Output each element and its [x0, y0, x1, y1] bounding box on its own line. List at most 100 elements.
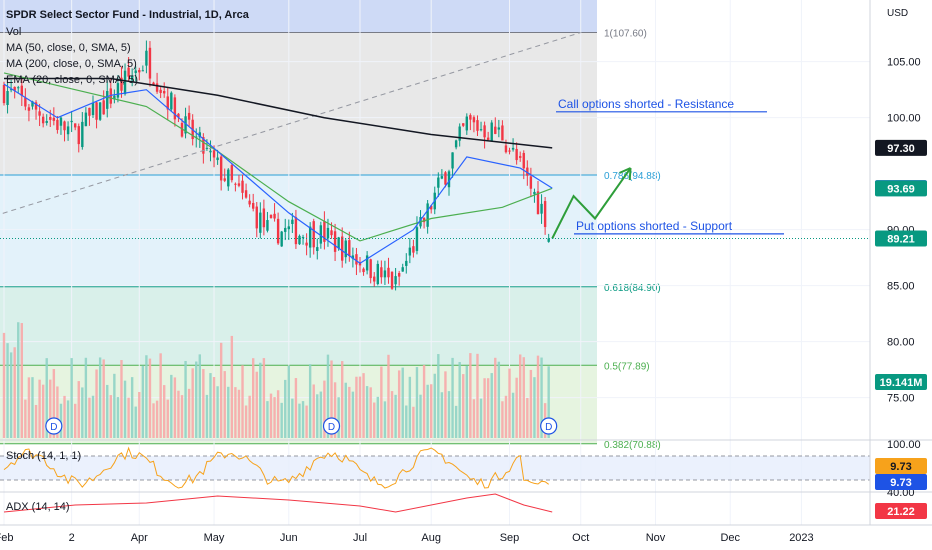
candle-body: [454, 140, 458, 148]
volume-bar: [405, 405, 408, 438]
volume-bar: [13, 347, 16, 438]
volume-bar: [383, 401, 387, 438]
candle-body: [230, 165, 234, 181]
volume-bar: [373, 402, 376, 438]
volume-bar: [330, 360, 333, 438]
volume-bar: [511, 392, 515, 438]
volume-bar: [454, 405, 458, 438]
volume-bar: [52, 369, 56, 438]
volume-bar: [180, 395, 184, 438]
candle-body: [148, 47, 152, 79]
time-tick: Jun: [280, 532, 298, 544]
candle-body: [106, 90, 109, 109]
candle-body: [259, 212, 262, 233]
candle-body: [355, 254, 358, 265]
candle-body: [109, 88, 112, 104]
time-tick: Nov: [646, 532, 666, 544]
volume-bar: [120, 360, 123, 438]
time-tick: Oct: [572, 532, 589, 544]
volume-bar: [195, 361, 198, 438]
time-axis[interactable]: Feb 2 Apr May Jun Jul Aug Sep Oct Nov Dec 2023: [0, 532, 814, 544]
volume-bar: [536, 355, 540, 438]
annotation-text: Call options shorted - Resistance: [558, 97, 734, 111]
time-tick: 2: [69, 532, 75, 544]
volume-bar: [20, 323, 23, 438]
volume-bar: [501, 401, 504, 438]
volume-bar: [387, 354, 390, 438]
volume-bar: [177, 390, 180, 438]
volume-bar: [216, 386, 219, 438]
volume-bar: [184, 360, 187, 438]
candle-body: [462, 123, 465, 126]
candle-body: [81, 121, 84, 148]
candle-body: [341, 236, 344, 261]
candle-body: [34, 102, 38, 110]
candle-body: [444, 172, 447, 185]
candle-body: [486, 137, 490, 140]
candle-body: [13, 86, 16, 91]
candle-body: [41, 116, 45, 124]
volume-bar: [98, 357, 102, 438]
candles[interactable]: [2, 40, 550, 291]
volume-bar: [266, 401, 269, 438]
volume-bar: [508, 368, 511, 438]
volume-bar: [252, 358, 255, 438]
candle-body: [501, 125, 504, 141]
annotations[interactable]: Call options shorted - Resistance Put opt…: [45, 97, 784, 435]
annotation-text: Put options shorted - Support: [576, 219, 733, 233]
volume-bar: [166, 399, 169, 438]
volume-bar: [486, 378, 490, 438]
candle-body: [77, 126, 80, 145]
volume-bar: [31, 377, 34, 438]
candle-body: [252, 202, 255, 209]
volume-bar: [430, 384, 433, 438]
candle-body: [383, 270, 387, 278]
price-tick: 85.00: [887, 281, 915, 293]
volume-bar: [152, 403, 155, 438]
volume-bar: [447, 391, 451, 438]
candle-body: [84, 112, 88, 127]
price-axis[interactable]: USD105.00100.0090.0085.0080.0075.00100.0…: [869, 0, 927, 525]
candle-body: [127, 67, 130, 77]
volume-bar: [66, 400, 70, 438]
dividend-label: D: [545, 422, 552, 433]
volume-bar: [433, 373, 436, 438]
price-badge: [875, 180, 927, 197]
candle-body: [437, 177, 440, 188]
candle-body: [337, 237, 340, 249]
price-badge-text: 97.30: [887, 143, 915, 155]
volume-bar: [469, 353, 472, 438]
stoch-badge-text: 9.73: [890, 461, 911, 473]
adx-pane: [0, 491, 932, 526]
ma200-label: MA (200, close, 0, SMA, 5): [6, 58, 137, 70]
volume-bar: [273, 397, 276, 438]
candle-body: [479, 129, 483, 131]
volume-bar: [187, 388, 191, 438]
volume-bar: [365, 386, 369, 438]
volume-bar: [209, 373, 212, 438]
candle-body: [362, 268, 365, 273]
volume-bar: [24, 399, 27, 438]
candle-body: [74, 123, 77, 128]
candle-body: [45, 121, 48, 123]
candle-body: [52, 117, 56, 121]
stoch-band: [0, 456, 870, 480]
volume-bar: [451, 357, 454, 438]
dividend-label: D: [328, 422, 335, 433]
adx-line: [3, 493, 553, 513]
volume-bar: [401, 367, 404, 438]
candle-body: [27, 107, 31, 111]
fib-label: 0.618(84.90): [604, 283, 661, 294]
volume-bar: [298, 403, 301, 438]
candle-body: [269, 214, 273, 218]
candle-body: [426, 203, 429, 227]
adx-label: ADX (14, 14): [6, 501, 70, 513]
candle-body: [533, 191, 536, 195]
volume-bar: [394, 394, 397, 438]
volume-bar: [522, 357, 525, 438]
volume-bar: [301, 401, 305, 438]
time-tick: 2023: [789, 532, 813, 544]
candle-body: [219, 156, 223, 181]
volume-bar: [27, 377, 31, 438]
